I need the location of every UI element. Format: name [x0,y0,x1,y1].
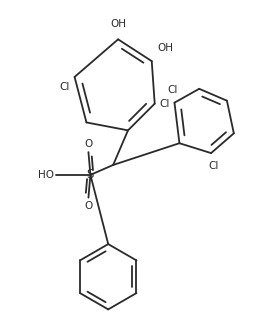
Text: O: O [84,139,92,149]
Text: Cl: Cl [208,161,218,171]
Text: HO: HO [38,170,54,180]
Text: Cl: Cl [159,99,169,109]
Text: Cl: Cl [59,82,69,92]
Text: OH: OH [110,20,126,30]
Text: OH: OH [157,43,173,53]
Text: S: S [86,168,94,181]
Text: O: O [84,201,92,211]
Text: Cl: Cl [167,85,177,95]
